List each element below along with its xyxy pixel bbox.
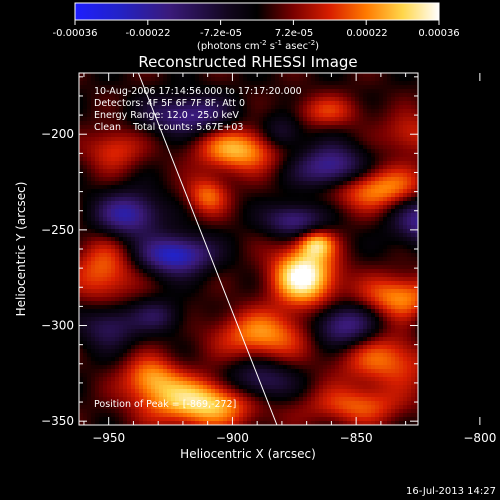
solar-limb-line xyxy=(137,73,278,425)
x-tick-label: −800 xyxy=(463,431,496,445)
x-tick-labels: −950 −900 −850 −800 xyxy=(92,431,496,445)
y-tick-label: −350 xyxy=(41,414,74,428)
colorbar-tick-label: 0.00022 xyxy=(346,28,387,39)
colorbar-tick-label: -0.00022 xyxy=(126,28,171,39)
x-tick-label: −900 xyxy=(216,431,249,445)
x-tick-label: −850 xyxy=(340,431,373,445)
colorbar-tick-label: -0.00036 xyxy=(53,28,98,39)
annotation-time-range: 10-Aug-2006 17:14:56.000 to 17:17:20.000 xyxy=(94,86,302,97)
colorbar-units: (photons cm-2 s-1 asec-2) xyxy=(197,39,319,52)
x-axis-title: Heliocentric X (arcsec) xyxy=(180,447,316,461)
colorbar-tick-label: -7.2e-05 xyxy=(200,28,242,39)
y-tick-label: −250 xyxy=(41,223,74,237)
y-axis-title: Heliocentric Y (arcsec) xyxy=(14,182,28,317)
annotation-energy-range: Energy Range: 12.0 - 25.0 keV xyxy=(94,110,239,121)
annotation-detectors: Detectors: 4F 5F 6F 7F 8F, Att 0 xyxy=(94,98,245,109)
chart-title: Reconstructed RHESSI Image xyxy=(138,53,357,71)
y-tick-label: −200 xyxy=(41,127,74,141)
colorbar-tick-label: 7.2e-05 xyxy=(275,28,313,39)
colorbar-ticks xyxy=(74,20,440,25)
y-tick-labels: −200 −250 −300 −350 xyxy=(41,127,74,428)
heatmap-image xyxy=(79,73,418,425)
axis-ticks xyxy=(79,73,481,425)
y-tick-label: −300 xyxy=(41,319,74,333)
peak-position-label: Position of Peak = [-869,-272] xyxy=(94,399,236,410)
colorbar-tick-labels: -0.00036 -0.00022 -7.2e-05 7.2e-05 0.000… xyxy=(53,28,460,39)
colorbar xyxy=(74,2,440,21)
footer-timestamp: 16-Jul-2013 14:27 xyxy=(406,486,496,497)
x-tick-label: −950 xyxy=(92,431,125,445)
colorbar-tick-label: 0.00036 xyxy=(418,28,459,39)
annotation-clean-counts: Clean Total counts: 5.67E+03 xyxy=(94,122,243,133)
